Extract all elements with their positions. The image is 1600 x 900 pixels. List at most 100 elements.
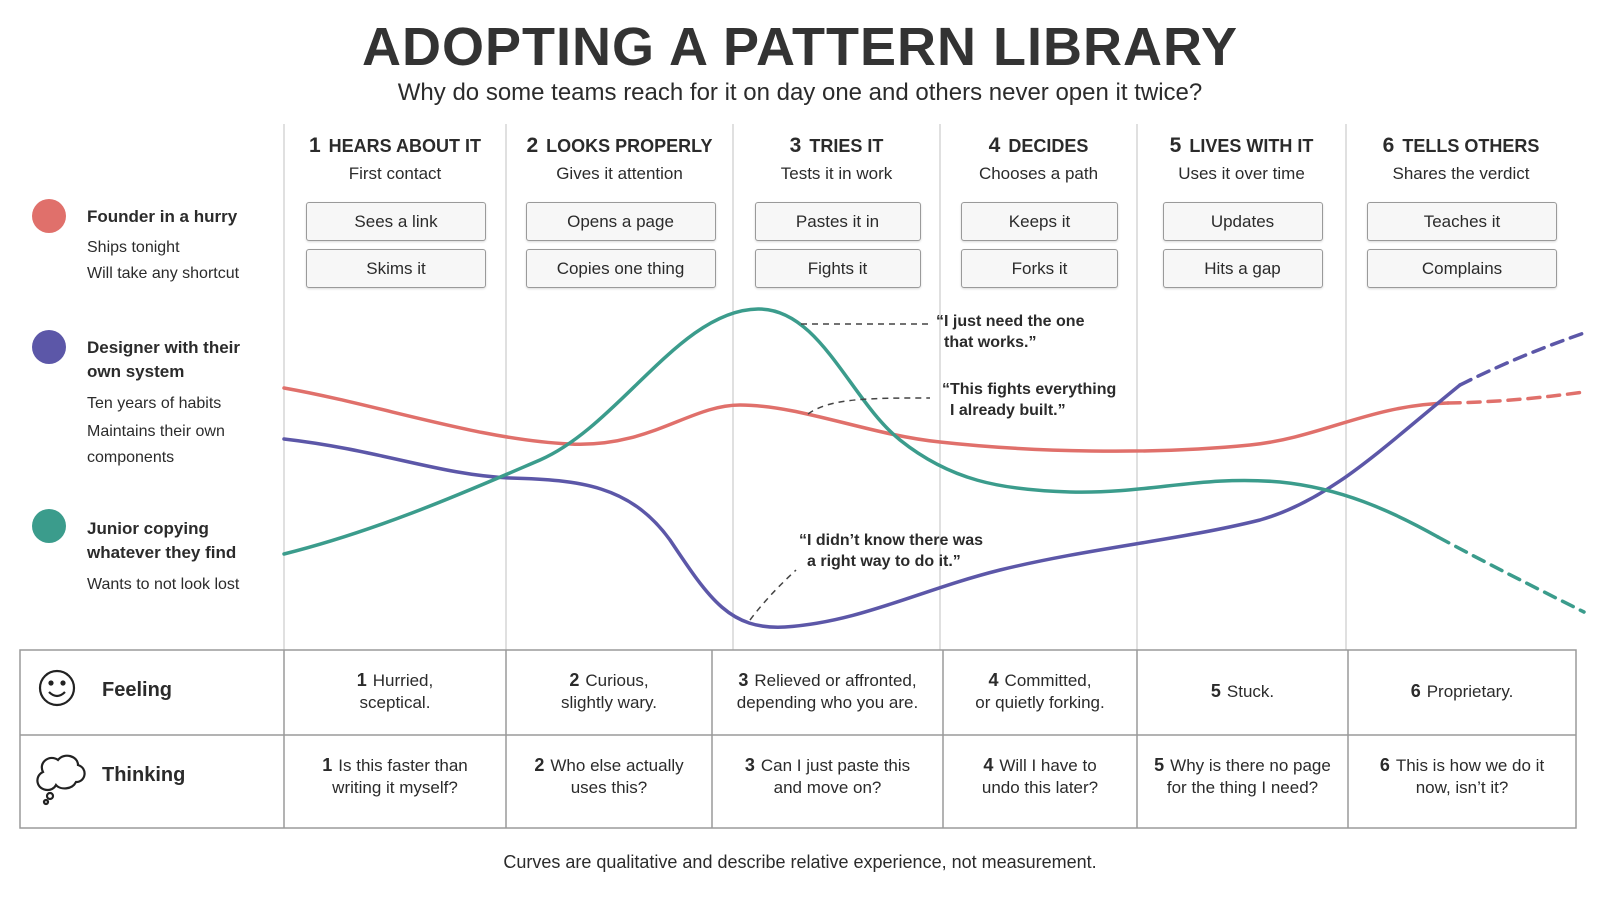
action-button: Opens a page [525,202,716,241]
cell-line: 4 Will I have to [982,754,1098,777]
cell-text: Committed, [1004,670,1092,690]
stage-subtitle: Shares the verdict [1392,164,1530,183]
cell-line: 1 Is this faster than [322,754,467,777]
stage-heading: 5 LIVES WITH IT [1170,134,1314,158]
cell: 1 Hurried, sceptical. [357,669,433,714]
stage-title: HEARS ABOUT IT [328,136,482,156]
cell-text: Curious, [585,670,649,690]
cell-number: 4 [988,669,999,690]
cell-text: Hurried, [372,670,434,690]
stage-number: 4 [988,134,1001,157]
cell: 6 Proprietary. [1411,680,1514,703]
stage-subtitle: Uses it over time [1178,164,1305,183]
stage-heading: 1 HEARS ABOUT IT [309,134,481,158]
stage-heading: 6 TELLS OTHERS [1383,134,1540,158]
action-button: Teaches it [1367,202,1557,241]
cell-line: and move on? [745,777,910,799]
cell-line: or quietly forking. [975,692,1104,714]
cell-line: 3 Can I just paste this [745,754,910,777]
row-label: Feeling [102,679,173,701]
stage-title: LOOKS PROPERLY [546,136,713,156]
cell-line: for the thing I need? [1154,777,1331,799]
cell-line: 5 Why is there no page [1154,754,1331,777]
cell-text: Relieved or affronted, [754,670,917,690]
cell: 3 Relieved or affronted, depending who you… [737,669,918,714]
persona-dots [32,199,66,543]
cell-text: or quietly forking. [975,692,1105,712]
quote-line: “This fights everything [942,381,1117,398]
cell-text: writing it myself? [332,777,458,797]
action-button: Complains [1367,249,1557,288]
cell: 4 Committed, or quietly forking. [975,669,1104,714]
feeling-icon [38,669,76,707]
action-button: Sees a link [306,202,486,241]
stage-heading: 3 TRIES IT [790,134,884,158]
cell-text: Why is there no page [1170,755,1331,775]
cell: 1 Is this faster than writing it myself? [322,754,467,799]
cell-number: 3 [738,669,749,690]
action-button: Copies one thing [525,249,716,288]
action-button: Forks it [961,249,1118,288]
action-button: Pastes it in [754,202,921,241]
persona-name: Designer with their own system [87,338,241,381]
stage-subtitle: Chooses a path [978,164,1099,183]
cell-number: 4 [983,754,994,775]
cell-text: undo this later? [981,777,1099,797]
cell-line: 4 Committed, [975,669,1104,692]
cell-number: 2 [534,754,545,775]
cell-line: 2 Curious, [561,669,657,692]
action-button: Updates [1162,202,1323,241]
cell-line: 5 Stuck. [1211,680,1274,703]
stage-subtitle: First contact [348,164,442,183]
stage-number: 1 [308,134,321,157]
stage-number: 3 [789,134,802,157]
persona-name: Founder in a hurry [87,207,238,226]
cell-text: depending who you are. [736,692,919,712]
experience-curves [282,307,1586,629]
persona-trait: Ships tonight [87,239,180,256]
thinking-icon [36,754,86,806]
table-grid [19,649,1577,829]
cell-text: and move on? [773,777,882,797]
cell-text: now, isn’t it? [1415,777,1509,797]
cell-number: 2 [569,669,580,690]
stage-title: TELLS OTHERS [1402,136,1540,156]
quote-line: I already built.” [950,402,1066,419]
cell-line: 3 Relieved or affronted, [737,669,918,692]
cell: 3 Can I just paste this and move on? [745,754,910,799]
cell-number: 5 [1210,680,1221,701]
cell-line: now, isn’t it? [1380,777,1544,799]
cell-line: 1 Hurried, [357,669,433,692]
cell-text: Proprietary. [1426,681,1514,701]
stage-title: DECIDES [1008,136,1089,156]
stage-number: 2 [526,134,539,157]
stage-heading: 2 LOOKS PROPERLY [526,134,712,158]
cell-line: 6 This is how we do it [1380,754,1544,777]
cell-number: 6 [1410,680,1421,701]
quote-line: that works.” [944,334,1037,351]
cell-text: for the thing I need? [1166,777,1319,797]
cell-number: 3 [744,754,755,775]
cell: 2 Curious, slightly wary. [561,669,657,714]
title: ADOPTING A PATTERN LIBRARY [362,17,1238,77]
stage-subtitle: Gives it attention [556,164,683,183]
footnote: Curves are qualitative and describe rela… [503,852,1097,872]
cell-line: writing it myself? [322,777,467,799]
cell-number: 1 [322,754,333,775]
stage-title: TRIES IT [809,136,884,156]
action-button: Skims it [306,249,486,288]
persona-trait: Ten years of habits [87,395,222,412]
cell-line: uses this? [534,777,683,799]
cell-line: 2 Who else actually [534,754,683,777]
quote-line: “I didn’t know there was [799,532,984,549]
stage-subtitle: Tests it in work [780,164,893,183]
action-button: Fights it [754,249,921,288]
quote-connectors [749,323,931,621]
subtitle: Why do some teams reach for it on day on… [397,79,1203,106]
cell: 4 Will I have to undo this later? [982,754,1098,799]
persona-trait: Wants to not look lost [87,576,240,593]
cell-line: undo this later? [982,777,1098,799]
cell-line: depending who you are. [737,692,918,714]
